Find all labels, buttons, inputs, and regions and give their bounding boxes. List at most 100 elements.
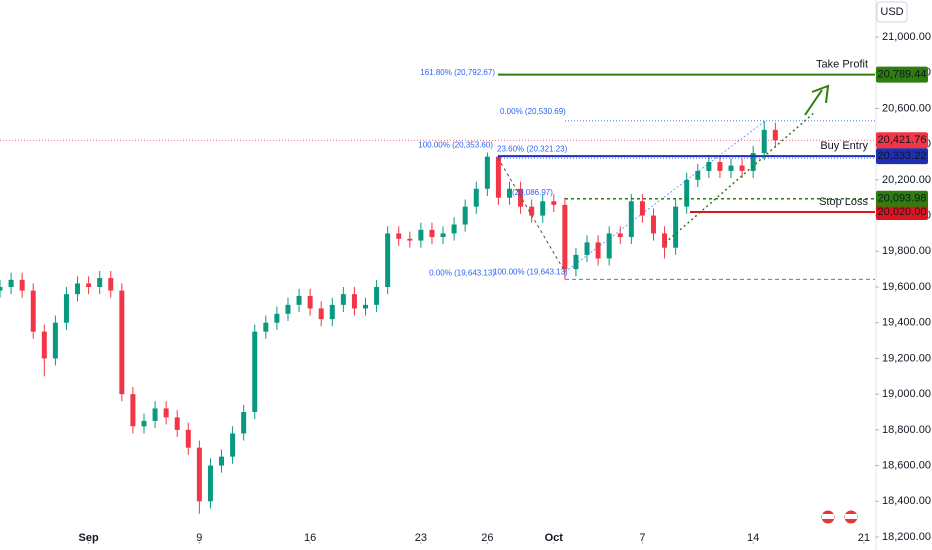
candle-body xyxy=(141,420,147,427)
candle-body xyxy=(440,233,446,237)
currency-box xyxy=(876,1,908,23)
level-name: Stop Loss xyxy=(819,196,868,208)
candle-body xyxy=(451,224,457,234)
x-tick-label: 9 xyxy=(196,532,202,544)
y-tick-label: 18,200.00 xyxy=(882,531,931,543)
candle-body xyxy=(518,188,524,207)
fib-label: 23.60% (20,321.23) xyxy=(497,144,568,153)
candle-body xyxy=(662,233,668,248)
candle-body xyxy=(562,204,568,270)
fib-label: 100.00% (20,353.60) xyxy=(418,141,493,150)
candle-body xyxy=(108,278,114,291)
candle-body xyxy=(163,408,169,418)
currency: USD xyxy=(880,6,903,18)
fib-label: (20,086.97) xyxy=(512,188,553,197)
candle-body xyxy=(429,229,435,237)
x-tick-label: 23 xyxy=(415,532,427,544)
trend-line xyxy=(664,111,816,244)
arrow-head xyxy=(811,84,830,104)
candle-body xyxy=(407,238,413,241)
candle-body xyxy=(639,201,645,216)
fib-label: 100.00% (19,643.13) xyxy=(493,267,568,276)
y-tick-label: 21,000.00 xyxy=(882,31,931,43)
candle-body xyxy=(63,294,69,323)
candle-body xyxy=(119,290,125,395)
candle-body xyxy=(573,254,579,270)
candle-body xyxy=(285,304,291,314)
candle-body xyxy=(318,308,324,320)
candle-body xyxy=(495,156,501,198)
candle-body xyxy=(396,233,402,239)
candle-body xyxy=(606,233,612,259)
candle-body xyxy=(739,165,745,171)
candle-body xyxy=(230,433,236,457)
candle-body xyxy=(706,162,712,171)
price-tag-label: 20,421.76 xyxy=(878,134,927,146)
price-tag xyxy=(876,190,928,207)
price-tag xyxy=(876,132,928,149)
price-tag xyxy=(876,204,928,220)
event-icon xyxy=(845,514,857,519)
x-tick-label: 16 xyxy=(304,532,316,544)
price-tag-label: 20,789.44 xyxy=(878,69,927,81)
candle-body xyxy=(761,129,767,154)
candle-body xyxy=(584,242,590,255)
candle-body xyxy=(772,129,778,141)
y-tick-label: 19,000.00 xyxy=(882,388,931,400)
candle-body xyxy=(385,233,391,287)
fib-label: 0.00% (19,643.13) xyxy=(429,268,495,277)
x-tick-label: 14 xyxy=(747,532,759,544)
candle-body xyxy=(274,313,280,323)
candle-body xyxy=(30,290,36,332)
candle-body xyxy=(363,304,369,309)
candle-body xyxy=(19,279,25,291)
candle-body xyxy=(8,279,14,287)
candle-body xyxy=(97,278,103,287)
drawings xyxy=(497,84,830,273)
y-tick-label: 19,600.00 xyxy=(882,281,931,293)
candle-body xyxy=(684,179,690,207)
y-tick-label: 18,400.00 xyxy=(882,495,931,507)
candle-body xyxy=(595,242,601,259)
x-tick-label: 7 xyxy=(639,532,645,544)
candle-body xyxy=(473,188,479,207)
price-tag-label: 20,333.22 xyxy=(878,150,927,162)
candle-body xyxy=(673,206,679,248)
candle-body xyxy=(130,394,136,427)
candles xyxy=(0,120,778,514)
price-tag-label: 20,093.98 xyxy=(878,193,927,205)
candle-body xyxy=(529,206,535,216)
candle-body xyxy=(418,229,424,241)
flags xyxy=(820,509,859,525)
candle-body xyxy=(717,162,723,171)
price-tag xyxy=(876,66,928,83)
arrow xyxy=(804,89,823,116)
y-tick-label: 20,600.00 xyxy=(882,102,931,114)
candle-body xyxy=(0,287,3,291)
event-icon xyxy=(822,514,834,519)
candle-body xyxy=(340,294,346,305)
candle-body xyxy=(174,417,180,430)
fib-label: 161.80% (20,792.67) xyxy=(420,68,495,77)
candle-body xyxy=(219,456,225,466)
y-tick-label: 19,400.00 xyxy=(882,317,931,329)
x-tick-label: 21 xyxy=(858,532,870,544)
y-tick-label: 18,600.00 xyxy=(882,459,931,471)
y-tick-label: 20,200.00 xyxy=(882,174,931,186)
candle-body xyxy=(617,233,623,237)
candle-body xyxy=(374,287,380,305)
fib-label: 0.00% (20,530.69) xyxy=(500,107,566,116)
fib-swing xyxy=(497,157,566,273)
candle-body xyxy=(41,331,47,359)
candle-body xyxy=(628,201,634,237)
candle-body xyxy=(728,165,734,171)
candle-body xyxy=(351,294,357,309)
y-tick-label: 18,800.00 xyxy=(882,424,931,436)
x-tick-label: Sep xyxy=(79,532,99,544)
candle-body xyxy=(484,156,490,189)
y-tick-label: 19,800.00 xyxy=(882,245,931,257)
candle-body xyxy=(540,201,546,216)
candle-body xyxy=(185,429,191,448)
